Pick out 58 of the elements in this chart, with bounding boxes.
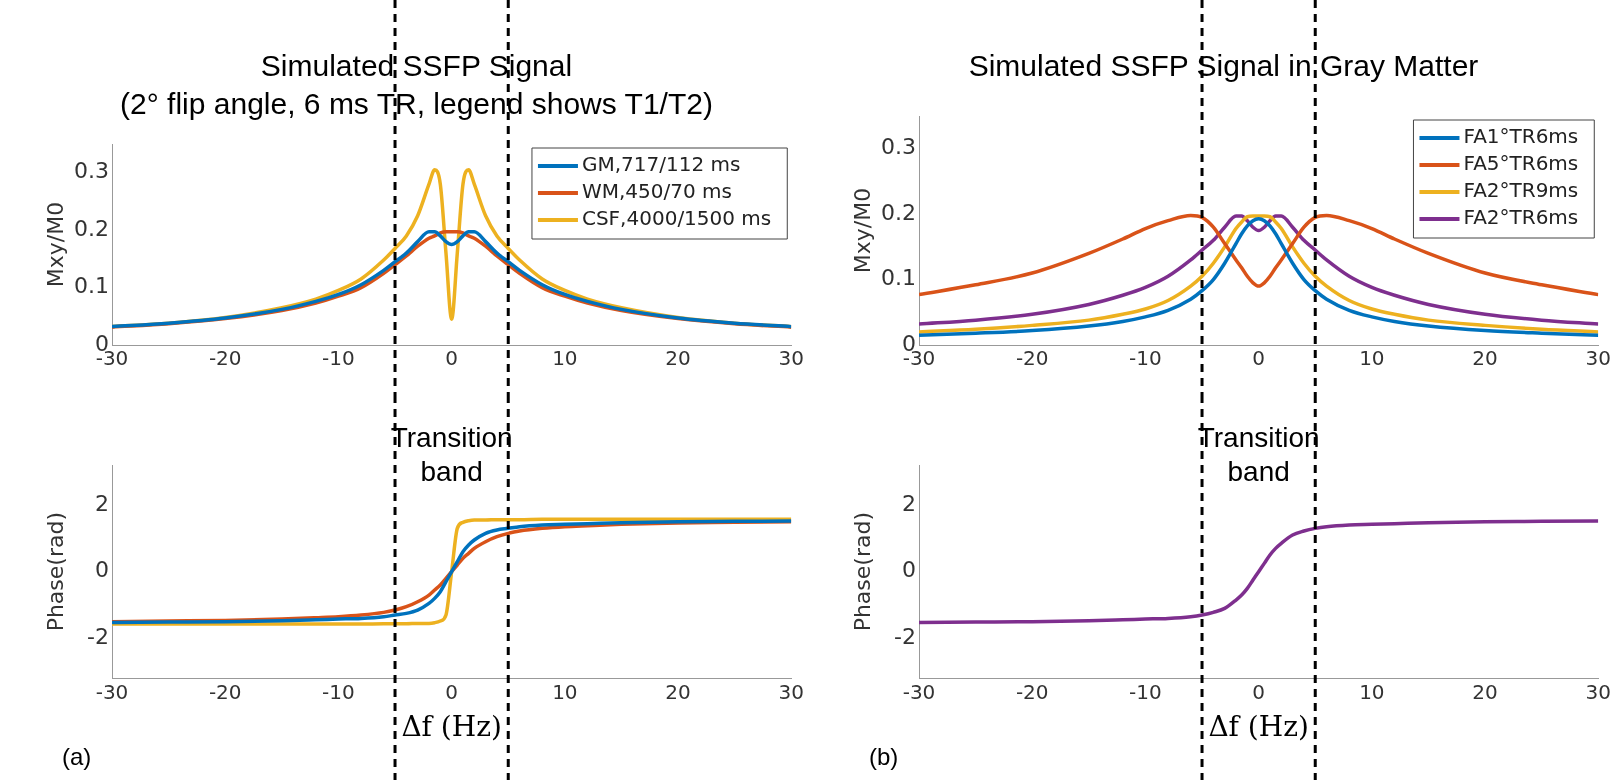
x-tick-label: 10 bbox=[552, 346, 578, 371]
x-tick-label: -10 bbox=[1129, 679, 1162, 704]
x-tick-label: 10 bbox=[1359, 679, 1385, 704]
legend-label: FA2°TR6ms bbox=[1463, 205, 1579, 230]
y-tick-label: -2 bbox=[894, 624, 916, 650]
chart-title: Simulated SSFP Signal in Gray Matter bbox=[968, 49, 1479, 83]
x-tick-label: -20 bbox=[1015, 346, 1049, 371]
annotation: Transition band bbox=[390, 421, 513, 487]
annotation: Transition band bbox=[1197, 421, 1320, 487]
y-tick-label: 0.2 bbox=[881, 199, 916, 225]
x-tick-label: 30 bbox=[1585, 679, 1611, 704]
legend-label: FA2°TR9ms bbox=[1463, 178, 1579, 203]
x-tick-label: 10 bbox=[552, 679, 578, 704]
legend-label: FA1°TR6ms bbox=[1463, 124, 1579, 149]
y-tick-label: 2 bbox=[95, 490, 109, 516]
x-tick-label: 30 bbox=[778, 346, 804, 371]
x-tick-label: -10 bbox=[322, 346, 355, 371]
x-tick-label: -30 bbox=[95, 679, 129, 704]
legend-label: GM,717/112 ms bbox=[581, 152, 741, 177]
legend-label: WM,450/70 ms bbox=[581, 179, 732, 204]
y-tick-label: 2 bbox=[902, 490, 916, 516]
x-tick-label: 10 bbox=[1359, 346, 1385, 371]
text: (b) bbox=[869, 742, 899, 770]
y-axis-title: Mxy/M0 bbox=[849, 187, 875, 274]
x-tick-label: -10 bbox=[1129, 346, 1162, 371]
x-tick-label: 0 bbox=[445, 346, 458, 371]
x-axis-title: Δf (Hz) bbox=[1208, 710, 1309, 744]
y-axis-title: Phase(rad) bbox=[42, 512, 68, 632]
x-tick-label: -20 bbox=[208, 679, 242, 704]
x-tick-label: 30 bbox=[778, 679, 804, 704]
y-axis-title: Phase(rad) bbox=[849, 512, 875, 632]
legend-label: CSF,4000/1500 ms bbox=[581, 206, 772, 231]
x-tick-label: 20 bbox=[1472, 679, 1498, 704]
y-tick-label: 0.3 bbox=[74, 158, 109, 184]
y-tick-label: 0.1 bbox=[881, 265, 916, 291]
x-tick-label: -20 bbox=[1015, 679, 1049, 704]
x-tick-label: 20 bbox=[665, 679, 691, 704]
chart-subtitle: (2° flip angle, 6 ms TR, legend shows T1/T2) bbox=[120, 87, 713, 121]
y-tick-label: 0.3 bbox=[881, 134, 916, 160]
x-tick-label: 0 bbox=[1252, 346, 1265, 371]
x-tick-label: 30 bbox=[1585, 346, 1611, 371]
x-tick-label: 20 bbox=[665, 346, 691, 371]
x-tick-label: -20 bbox=[208, 346, 242, 371]
x-tick-label: 0 bbox=[1252, 679, 1265, 704]
chart-title: Simulated SSFP Signal bbox=[260, 49, 573, 83]
x-tick-label: 20 bbox=[1472, 346, 1498, 371]
legend-label: FA5°TR6ms bbox=[1463, 151, 1579, 176]
y-tick-label: 0.1 bbox=[74, 273, 109, 299]
y-tick-label: -2 bbox=[87, 624, 109, 650]
text: (a) bbox=[62, 742, 92, 770]
x-tick-label: -30 bbox=[902, 679, 936, 704]
y-axis-title: Mxy/M0 bbox=[42, 201, 68, 288]
y-tick-label: 0 bbox=[902, 557, 916, 583]
x-tick-label: 0 bbox=[445, 679, 458, 704]
y-tick-label: 0.2 bbox=[74, 215, 109, 241]
x-axis-title: Δf (Hz) bbox=[401, 710, 502, 744]
x-tick-label: -10 bbox=[322, 679, 355, 704]
y-tick-label: 0 bbox=[95, 557, 109, 583]
